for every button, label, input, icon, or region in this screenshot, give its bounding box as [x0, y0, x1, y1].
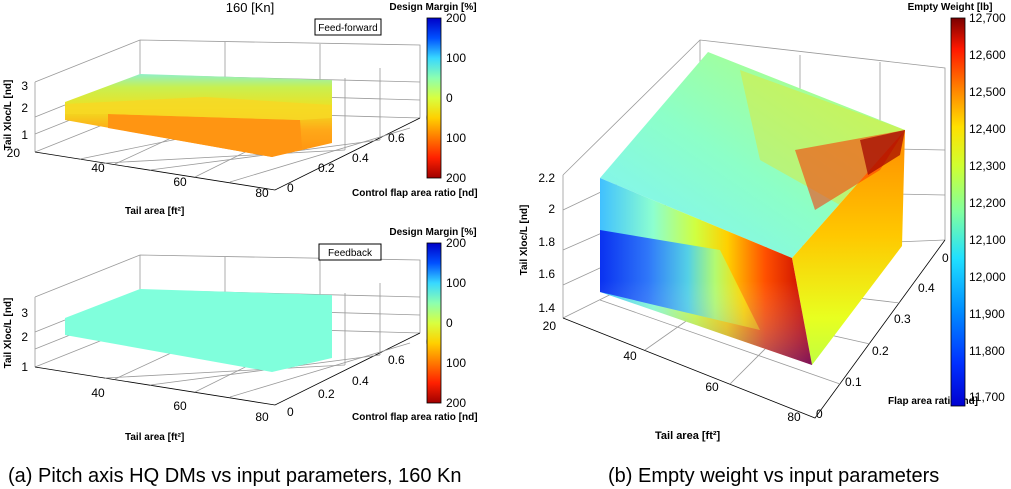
- y-tick: 0: [287, 181, 294, 195]
- y-tick: 0.6: [388, 131, 405, 145]
- colorbar-label: Design Margin [%]: [389, 227, 476, 238]
- x-axis-label: Tail area [ft²]: [655, 430, 721, 442]
- z-tick: 2: [21, 330, 28, 344]
- y-tick: 0.4: [918, 281, 935, 295]
- colorbar-tick: 11,800: [969, 344, 1005, 358]
- surface-feedforward-band-mid: [65, 97, 332, 120]
- y-axis-label: Control flap area ratio [nd]: [352, 188, 478, 199]
- colorbar-tick: 0: [446, 91, 453, 105]
- x-tick: 40: [91, 386, 105, 400]
- y-axis-label: Control flap area ratio [nd]: [352, 412, 478, 423]
- chart-feedback: Feedback 40 60 80 0 0.2 0.4 0.6 0 3 2 1 …: [3, 227, 478, 443]
- colorbar-tick: 0: [446, 316, 453, 330]
- annotation-feedback-text: Feedback: [328, 248, 373, 259]
- y-tick: 0.2: [318, 161, 335, 175]
- x-tick: 80: [787, 410, 801, 424]
- y-tick: 0.2: [872, 344, 889, 358]
- y-tick: 0: [942, 251, 949, 265]
- colorbar-tick: 200: [446, 171, 466, 185]
- colorbar-tick: 12,300: [969, 159, 1006, 173]
- z-tick: 2.2: [538, 171, 555, 185]
- ticks-empty-weight: 20 40 60 80 0 0.1 0.2 0.3 0.4 0 2.2 2 1.…: [538, 171, 949, 424]
- colorbar-tick: 11,900: [969, 307, 1005, 321]
- volume-top-face: [600, 52, 905, 258]
- x-tick: 40: [91, 161, 105, 175]
- colorbar-tick: 12,000: [969, 270, 1006, 284]
- chart-empty-weight: 20 40 60 80 0 0.1 0.2 0.3 0.4 0 2.2 2 1.…: [519, 2, 1006, 442]
- colorbar-label: Design Margin [%]: [389, 2, 476, 13]
- z-tick: 1: [21, 360, 28, 374]
- chart-title: 160 [Kn]: [226, 0, 274, 15]
- y-tick: 0.2: [318, 387, 335, 401]
- colorbar-tick: 12,700: [969, 11, 1006, 25]
- caption-b: (b) Empty weight vs input parameters: [608, 465, 939, 487]
- colorbar-feedback: Design Margin [%] 200 100 0 100 200: [389, 227, 476, 410]
- z-tick: 3: [21, 306, 28, 320]
- colorbar-tick: 100: [446, 276, 466, 290]
- z-tick: 1.8: [538, 235, 555, 249]
- y-tick: 0.4: [352, 374, 369, 388]
- colorbar-tick: 200: [446, 236, 466, 250]
- surface-feedback: [65, 289, 332, 372]
- z-tick: 1.4: [538, 301, 555, 315]
- colorbar-empty-weight: Empty Weight [lb] 12,700 12,600 12,500 1…: [908, 2, 1006, 407]
- z-axis-label: Tail Xloc/L [nd]: [3, 298, 14, 369]
- y-tick: 0.6: [388, 353, 405, 367]
- y-tick: 0.1: [845, 375, 862, 389]
- colorbar-tick: 200: [446, 396, 466, 410]
- colorbar-tick: 12,500: [969, 85, 1006, 99]
- colorbar-tick: 12,600: [969, 48, 1006, 62]
- x-tick: 40: [623, 349, 637, 363]
- x-tick: 60: [705, 380, 719, 394]
- colorbar-tick: 100: [446, 356, 466, 370]
- y-tick: 0: [287, 405, 294, 419]
- volume-top-ridge-dark: [860, 130, 905, 175]
- colorbar-tick: 12,400: [969, 122, 1006, 136]
- annotation-feedforward: Feed-forward: [314, 18, 382, 36]
- x-tick: 60: [173, 175, 187, 189]
- y-axis-label: Flap area ratio [nd]: [888, 396, 978, 407]
- z-tick: 1: [21, 128, 28, 142]
- x-tick: 20: [543, 319, 557, 333]
- volume-right-face: [792, 130, 905, 365]
- annotation-feedback: Feedback: [318, 243, 382, 261]
- colorbar-tick: 100: [446, 131, 466, 145]
- surface-feedforward-band-low: [108, 114, 302, 157]
- x-tick: 80: [255, 186, 269, 200]
- z-axis-label: Tail Xloc/L [nd]: [519, 205, 530, 276]
- z-axis-label: Tail Xloc/L [nd]: [3, 80, 14, 151]
- y-tick: 0.3: [894, 312, 911, 326]
- z-tick: 2: [548, 202, 555, 216]
- annotation-feedforward-text: Feed-forward: [318, 23, 377, 34]
- colorbar-tick: 100: [446, 51, 466, 65]
- y-tick: 0: [816, 407, 823, 421]
- chart-feedforward: Feed-forward 160 [Kn] 20 40 60 80 0 0.2 …: [3, 0, 478, 217]
- x-tick: 60: [173, 399, 187, 413]
- colorbar-label: Empty Weight [lb]: [908, 2, 993, 13]
- x-tick: 20: [7, 146, 21, 160]
- y-tick: 0.4: [352, 151, 369, 165]
- caption-a: (a) Pitch axis HQ DMs vs input parameter…: [8, 465, 462, 487]
- colorbar-tick: 11,700: [969, 390, 1005, 404]
- z-tick: 1.6: [538, 267, 555, 281]
- colorbar-tick: 12,200: [969, 196, 1006, 210]
- colorbar-tick: 12,100: [969, 233, 1006, 247]
- x-axis-label: Tail area [ft²]: [125, 206, 184, 217]
- volume-front-face-shade: [600, 178, 812, 365]
- colorbar-tick: 200: [446, 11, 466, 25]
- z-tick: 2: [21, 101, 28, 115]
- x-tick: 80: [255, 410, 269, 424]
- z-tick: 3: [21, 79, 28, 93]
- colorbar-feedforward: Design Margin [%] 200 100 0 100 200: [389, 2, 476, 185]
- x-axis-label: Tail area [ft²]: [125, 432, 184, 443]
